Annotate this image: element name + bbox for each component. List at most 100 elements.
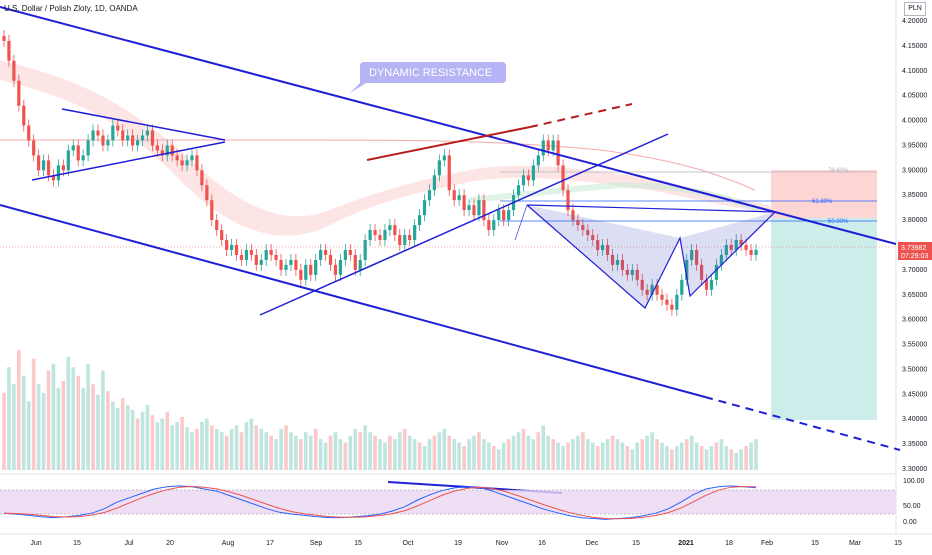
candle-body	[150, 130, 155, 146]
candle-body	[749, 249, 753, 255]
candle-body	[408, 235, 412, 241]
volume-bar	[140, 411, 145, 470]
lower-channel-line[interactable]	[0, 204, 706, 398]
dynamic-resistance-callout[interactable]: DYNAMIC RESISTANCE	[350, 62, 506, 93]
last-price-tag[interactable]: 3.73982 07:29:03	[898, 242, 932, 260]
volume-bar	[660, 442, 664, 470]
volume-bar	[299, 439, 303, 470]
candle-body	[660, 294, 664, 300]
volume-bar	[491, 446, 496, 470]
candle-body	[319, 249, 323, 260]
support-trendline[interactable]	[259, 133, 669, 316]
volume-bar	[264, 432, 269, 470]
time-axis[interactable]: Jun 15 Jul 20 Aug 17 Sep 15 Oct 19 Nov 16 Dec 15 2021 1…	[30, 540, 902, 547]
candle-body	[754, 249, 758, 255]
volume-bar	[343, 442, 348, 470]
candle-body	[610, 254, 615, 265]
symbol-title[interactable]: U.S. Dollar / Polish Zloty, 1D, OANDA	[4, 4, 138, 13]
volume-bar	[422, 446, 427, 470]
candle-body	[541, 140, 545, 156]
triangle-upper-line[interactable]	[61, 108, 226, 141]
candle-body	[670, 304, 674, 310]
price-tick: 3.50000	[902, 366, 927, 373]
volume-bar	[521, 428, 526, 470]
candle-body	[348, 249, 352, 255]
volume-bar	[447, 435, 452, 470]
volume-bar	[719, 439, 724, 470]
candle-body	[185, 160, 189, 166]
candle-body	[22, 105, 26, 126]
pattern-xab[interactable]	[527, 205, 680, 308]
candle-body	[625, 269, 629, 275]
volume-bar	[111, 401, 115, 470]
volume-bar	[12, 384, 16, 470]
candle-body	[635, 269, 639, 280]
volume-bar	[383, 442, 387, 470]
candle-body	[195, 155, 199, 171]
fib-label-786: 78.60%	[828, 168, 849, 174]
currency-label[interactable]: PLN	[904, 2, 926, 16]
volume-bar	[106, 391, 110, 470]
time-tick: Dec	[586, 540, 599, 547]
volume-bar	[467, 439, 471, 470]
volume-bar	[274, 439, 278, 470]
reward-zone[interactable]	[771, 218, 877, 420]
volume-bar	[214, 428, 219, 470]
candle-body	[66, 150, 70, 171]
candle-body	[719, 254, 723, 265]
last-price-value: 3.73982	[901, 245, 926, 252]
time-tick: 20	[166, 540, 174, 547]
candle-body	[427, 190, 432, 201]
volume-bar	[551, 439, 555, 470]
volume-bar	[645, 435, 649, 470]
time-tick: 15	[354, 540, 362, 547]
candle-body	[452, 190, 456, 201]
candle-body	[314, 259, 318, 275]
candle-body	[343, 249, 347, 260]
candle-body	[86, 140, 90, 156]
price-axis[interactable]: 4.20000 4.15000 4.10000 4.05000 4.00000 3.950…	[902, 18, 927, 473]
candle-body	[526, 175, 531, 181]
candle-body	[680, 279, 684, 295]
candle-body	[32, 140, 36, 156]
candle-body	[7, 40, 11, 61]
time-tick: Feb	[761, 540, 773, 547]
pattern-bcd[interactable]	[680, 212, 775, 296]
candle-body	[165, 145, 169, 156]
fib-label-500: 50.00%	[828, 219, 849, 225]
time-tick: 19	[454, 540, 462, 547]
candle-body	[299, 269, 303, 280]
volume-bar	[388, 435, 392, 470]
risk-zone[interactable]	[771, 170, 877, 218]
triangle-lower-line[interactable]	[31, 141, 226, 181]
candle-body	[170, 145, 174, 156]
price-tick: 3.90000	[902, 167, 927, 174]
candle-body	[403, 235, 407, 245]
candle-body	[27, 125, 31, 141]
candle-body	[487, 220, 491, 231]
candle-body	[734, 240, 738, 250]
candle-body	[116, 125, 120, 131]
time-tick: 15	[811, 540, 819, 547]
candle-body	[61, 165, 65, 171]
candle-body	[135, 140, 140, 146]
red-resistance-line[interactable]	[366, 126, 531, 161]
candle-body	[229, 244, 234, 250]
candle-body	[284, 264, 288, 270]
volume-bar	[541, 425, 546, 470]
candle-body	[413, 225, 417, 241]
volume-bar	[566, 442, 570, 470]
candle-body	[556, 140, 560, 166]
candle-body	[432, 175, 437, 191]
candle-body	[685, 259, 689, 280]
volume-bar	[294, 435, 298, 470]
candle-body	[264, 249, 268, 260]
volume-bar	[234, 425, 239, 470]
volume-bar	[546, 435, 551, 470]
candle-body	[398, 235, 402, 245]
candle-body	[71, 145, 75, 151]
dynamic-resistance-line[interactable]	[0, 6, 897, 245]
harmonic-pattern[interactable]	[526, 204, 777, 309]
